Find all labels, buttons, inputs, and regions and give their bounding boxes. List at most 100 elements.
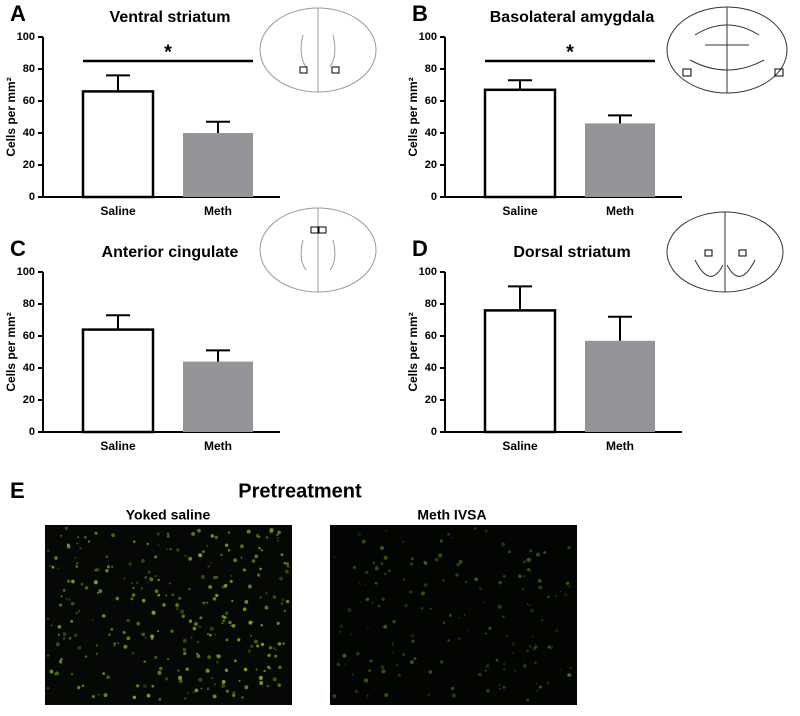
cell (543, 551, 547, 554)
cell (567, 545, 571, 550)
cell (495, 658, 499, 662)
cell (98, 589, 103, 594)
cell (111, 533, 115, 538)
y-tick-label: 60 (23, 330, 35, 342)
cell (221, 614, 225, 619)
cell (154, 589, 159, 593)
cell (128, 562, 132, 566)
cell (458, 637, 461, 640)
cell (66, 543, 70, 547)
chart-title: Anterior cingulate (102, 244, 239, 261)
micrographs (45, 525, 577, 705)
y-tick-label: 20 (23, 394, 35, 406)
cell (166, 534, 170, 538)
cell (247, 649, 252, 653)
cell (456, 562, 460, 567)
cell (549, 645, 553, 650)
cell (70, 673, 74, 676)
cell (530, 608, 534, 613)
cell (248, 620, 253, 625)
cell (192, 626, 197, 631)
cell (136, 621, 141, 626)
panel-letter: D (412, 236, 428, 261)
brain-inset (259, 207, 377, 293)
cell (228, 620, 232, 625)
cell (184, 697, 187, 700)
cell (175, 603, 180, 608)
cell (526, 698, 530, 702)
cell (265, 536, 269, 539)
cell (229, 579, 233, 584)
cell (84, 655, 88, 658)
cell (536, 689, 540, 692)
cell (538, 685, 542, 689)
cell (277, 536, 280, 539)
cell (74, 556, 77, 559)
cell (141, 598, 146, 603)
cell (188, 587, 191, 591)
cell (184, 555, 187, 558)
cell (283, 562, 286, 565)
cell (168, 582, 171, 585)
x-tick-label: Meth (606, 439, 634, 453)
cell (244, 600, 249, 604)
cell (568, 585, 571, 588)
cell (354, 690, 358, 694)
cell (402, 578, 406, 581)
cell (344, 663, 347, 666)
cell (202, 550, 205, 554)
cell (191, 531, 196, 536)
cell (231, 599, 234, 603)
cell (224, 668, 229, 672)
bar (585, 340, 655, 432)
cell (141, 632, 146, 637)
cell (380, 562, 384, 565)
micrograph (330, 525, 577, 705)
cell (49, 669, 54, 674)
cell (339, 624, 343, 628)
cell (83, 535, 87, 539)
cell (409, 590, 413, 594)
cell (570, 674, 573, 677)
cell (466, 630, 469, 633)
cell (94, 568, 98, 572)
cell (518, 574, 522, 579)
cell (68, 598, 71, 601)
cell (428, 670, 433, 674)
cell (259, 681, 264, 685)
cell (185, 667, 189, 671)
cell (110, 627, 114, 631)
cell (164, 677, 169, 681)
cell (258, 675, 263, 680)
cell (349, 633, 353, 636)
cell (485, 664, 490, 668)
cell (272, 677, 277, 682)
cell (205, 668, 210, 673)
cell (97, 693, 100, 696)
cell (514, 670, 517, 672)
cell (529, 570, 532, 572)
cell (413, 657, 417, 661)
cell (55, 642, 60, 647)
cell (216, 661, 219, 664)
y-tick-label: 20 (23, 159, 35, 171)
cell (535, 682, 538, 685)
chart-title: Basolateral amygdala (490, 9, 655, 26)
cell (478, 587, 483, 591)
cell (260, 549, 263, 552)
cell (527, 557, 532, 562)
cell (332, 694, 337, 698)
cell (457, 616, 461, 620)
cell (521, 587, 525, 591)
cell (75, 561, 79, 565)
cell (211, 677, 214, 680)
cell (410, 557, 414, 561)
cell (427, 693, 431, 697)
cell (488, 626, 492, 631)
cell (141, 561, 143, 563)
cell (247, 584, 253, 589)
cell (50, 624, 53, 627)
cell (267, 653, 271, 658)
cell (275, 648, 278, 651)
y-tick-label: 100 (419, 266, 437, 278)
